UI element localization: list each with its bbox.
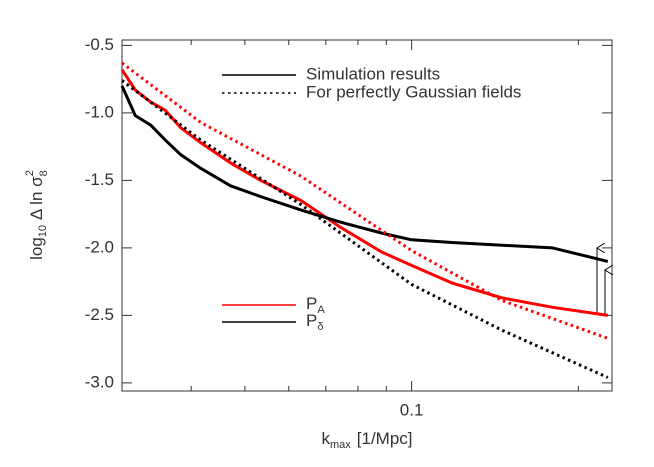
- plot-frame: [121, 39, 613, 392]
- x-label-main: k: [321, 429, 330, 448]
- y-tick-label: -0.5: [85, 35, 114, 54]
- y-label-sub: 8: [38, 170, 50, 176]
- legend-label-main: P: [306, 294, 317, 313]
- x-tick-label: 0.1: [400, 400, 424, 419]
- series-line: [121, 79, 609, 379]
- legend-label: Pδ: [306, 311, 323, 332]
- y-label-sup: 2: [24, 170, 36, 176]
- y-label-sub: 10: [37, 225, 49, 237]
- y-tick-label: -3.0: [85, 372, 114, 391]
- y-label-main: log: [27, 237, 46, 260]
- legend-label: For perfectly Gaussian fields: [306, 82, 521, 101]
- legend-label-main: P: [306, 311, 317, 330]
- y-label-main: Δ ln σ: [27, 176, 46, 220]
- y-axis-label: log10 Δ ln σ82: [24, 170, 50, 260]
- y-tick-label: -2.5: [85, 305, 114, 324]
- y-tick-label: -1.0: [85, 102, 114, 121]
- legend-label: PA: [306, 294, 325, 315]
- legend-label: Simulation results: [306, 64, 440, 83]
- y-tick-label: -2.0: [85, 237, 114, 256]
- x-axis-label: kmax [1/Mpc]: [321, 429, 412, 450]
- x-label-unit: [1/Mpc]: [357, 429, 413, 448]
- legend-label-sub: δ: [317, 321, 323, 333]
- series-line: [121, 61, 609, 340]
- x-label-sub: max: [330, 439, 351, 451]
- series-line: [120, 85, 609, 263]
- y-tick-label: -1.5: [85, 170, 114, 189]
- legend-label-sub: A: [317, 304, 325, 316]
- series-line: [120, 68, 609, 317]
